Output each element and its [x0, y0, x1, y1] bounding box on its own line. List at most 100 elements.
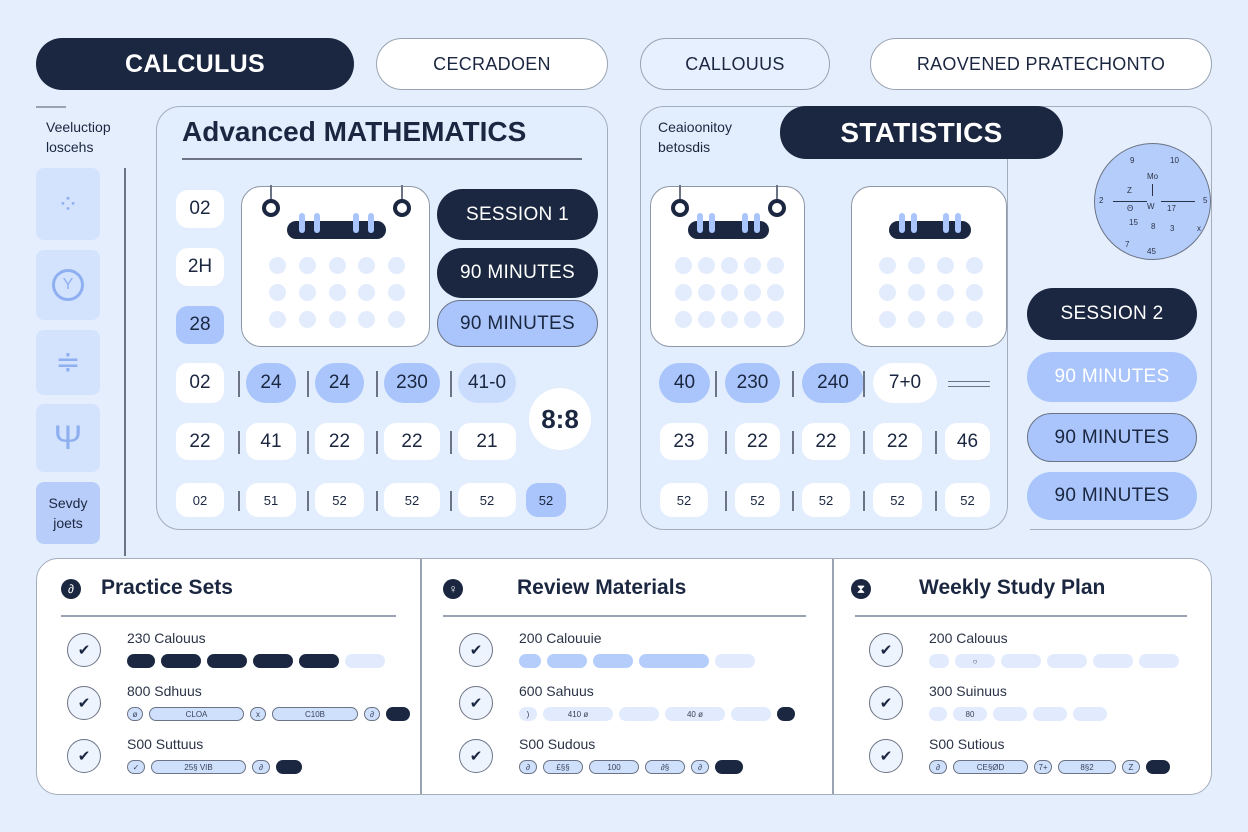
- tab-calculus[interactable]: CALCULUS: [36, 38, 354, 90]
- clock-hand: [1161, 201, 1195, 202]
- day-cell[interactable]: 41-0: [458, 363, 516, 403]
- sidebar-item-label: joets: [53, 515, 83, 531]
- item-label: 300 Suinuus: [929, 683, 1007, 699]
- day-cell[interactable]: 22: [384, 423, 440, 460]
- day-cell[interactable]: 230: [725, 363, 780, 403]
- check-icon[interactable]: ✔: [67, 633, 101, 667]
- sidebar-tile-y[interactable]: Y: [36, 250, 100, 320]
- item-label: 200 Calouuie: [519, 630, 602, 646]
- sidebar-tile-trident[interactable]: Ψ: [36, 404, 100, 472]
- cell-separator: [450, 491, 452, 511]
- progress-chip: ): [519, 707, 537, 721]
- day-cell[interactable]: 22: [802, 423, 850, 460]
- day-cell[interactable]: 240: [802, 363, 864, 403]
- progress-chip: £§§: [543, 760, 583, 774]
- day-cell[interactable]: 52: [458, 483, 516, 517]
- day-cell[interactable]: 2H: [176, 248, 224, 286]
- day-cell[interactable]: 28: [176, 306, 224, 344]
- day-cell[interactable]: 52: [802, 483, 850, 517]
- duration-pill[interactable]: 90 MINUTES: [437, 300, 598, 347]
- progress-chip: 100: [589, 760, 639, 774]
- check-icon[interactable]: ✔: [869, 739, 903, 773]
- day-cell[interactable]: 52: [873, 483, 922, 517]
- day-cell[interactable]: 7+0: [873, 363, 937, 403]
- clock-label: 45: [1147, 247, 1156, 256]
- day-cell[interactable]: 02: [176, 190, 224, 228]
- calendar-day-dot: [720, 311, 738, 328]
- session-1-button[interactable]: SESSION 1: [437, 189, 598, 240]
- cell-separator: [450, 431, 452, 454]
- day-cell[interactable]: 52: [945, 483, 990, 517]
- check-icon[interactable]: ✔: [459, 686, 493, 720]
- cell-separator: [863, 371, 865, 397]
- check-icon[interactable]: ✔: [869, 633, 903, 667]
- calendar-tab: [299, 213, 306, 233]
- day-cell[interactable]: 51: [246, 483, 296, 517]
- calendar-hook: [401, 185, 403, 199]
- day-cell[interactable]: 22: [735, 423, 780, 460]
- day-cell[interactable]: 40: [659, 363, 710, 403]
- calendar-day-dot: [697, 257, 715, 274]
- check-icon[interactable]: ✔: [869, 686, 903, 720]
- tab-callouus[interactable]: CALLOUUS: [640, 38, 830, 90]
- day-cell[interactable]: 52: [660, 483, 708, 517]
- day-cell[interactable]: 02: [176, 483, 224, 517]
- item-label: S00 Suttuus: [127, 736, 204, 752]
- day-cell[interactable]: 22: [176, 423, 224, 460]
- progress-chip: ∂: [691, 760, 709, 774]
- check-icon[interactable]: ✔: [459, 739, 493, 773]
- calendar-day-dot: [268, 284, 286, 301]
- title-divider: [182, 158, 582, 160]
- session-2-button[interactable]: SESSION 2: [1027, 288, 1197, 340]
- progress-chip: [386, 707, 410, 721]
- day-cell[interactable]: 22: [873, 423, 922, 460]
- calendar-icon: [650, 185, 805, 347]
- calendar-day-dot: [328, 284, 346, 301]
- check-icon[interactable]: ✔: [459, 633, 493, 667]
- progress-chip: ✓: [127, 760, 145, 774]
- progress-chips: ∂ CE§ØD 7+ 8§2 Z: [929, 759, 1170, 775]
- sidebar-tile-dots[interactable]: ⁘: [36, 168, 100, 240]
- day-cell[interactable]: 52: [735, 483, 780, 517]
- progress-chip: C10B: [272, 707, 358, 721]
- day-cell[interactable]: 24: [315, 363, 364, 403]
- sidebar-item-active[interactable]: Sevdy joets: [36, 482, 100, 544]
- progress-chips: [519, 653, 755, 669]
- day-cell[interactable]: 52: [315, 483, 364, 517]
- progress-chip: 80: [953, 707, 987, 721]
- duration-pill[interactable]: 90 MINUTES: [1027, 352, 1197, 402]
- progress-chip: 25§ VIB: [151, 760, 246, 774]
- day-cell[interactable]: 23: [660, 423, 708, 460]
- check-icon[interactable]: ✔: [67, 739, 101, 773]
- progress-chip: Z: [1122, 760, 1140, 774]
- day-cell[interactable]: 02: [176, 363, 224, 403]
- progress-chip: [1146, 760, 1170, 774]
- tab-raovened-pratechonto[interactable]: RAOVENED PRATECHONTO: [870, 38, 1212, 90]
- statistics-button[interactable]: STATISTICS: [780, 106, 1063, 159]
- progress-chips: ) 410 ø 40 ø: [519, 706, 795, 722]
- calendar-tab: [313, 213, 320, 233]
- calendar-day-dot: [674, 311, 692, 328]
- duration-pill[interactable]: 90 MINUTES: [1027, 472, 1197, 520]
- day-cell[interactable]: 22: [315, 423, 364, 460]
- timer-badge: 8:8: [529, 388, 591, 450]
- calendar-binding: [688, 221, 769, 239]
- day-cell[interactable]: 52: [526, 483, 566, 517]
- day-cell[interactable]: 41: [246, 423, 296, 460]
- stats-side-outline: [1030, 106, 1212, 530]
- sidebar-tile-divide[interactable]: ≑: [36, 330, 100, 395]
- clock-label: 2: [1099, 196, 1104, 205]
- tab-cecradoen[interactable]: CECRADOEN: [376, 38, 608, 90]
- duration-pill[interactable]: 90 MINUTES: [437, 248, 598, 298]
- duration-pill[interactable]: 90 MINUTES: [1027, 413, 1197, 462]
- caption-line: loscehs: [46, 139, 94, 155]
- progress-chip: ○: [955, 654, 995, 668]
- day-cell[interactable]: 21: [458, 423, 516, 460]
- trident-icon: Ψ: [53, 418, 83, 457]
- day-cell[interactable]: 24: [246, 363, 296, 403]
- day-cell[interactable]: 230: [384, 363, 440, 403]
- progress-chip: [993, 707, 1027, 721]
- day-cell[interactable]: 46: [945, 423, 990, 460]
- check-icon[interactable]: ✔: [67, 686, 101, 720]
- day-cell[interactable]: 52: [384, 483, 440, 517]
